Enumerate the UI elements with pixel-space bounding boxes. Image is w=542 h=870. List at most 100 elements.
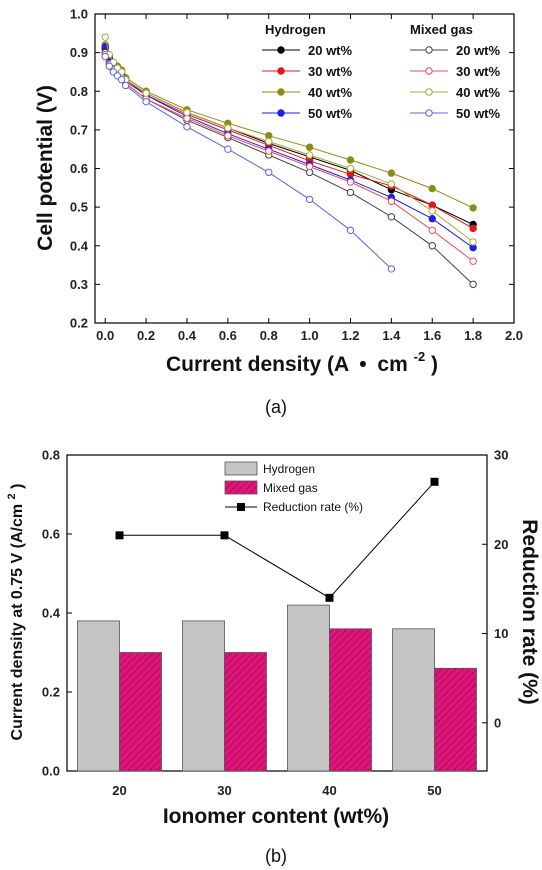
chart-a-data-point <box>121 81 130 90</box>
chart-b-reduction-point <box>115 531 124 540</box>
chart-a-data-point <box>428 207 436 215</box>
chart-a-data-point <box>117 75 126 84</box>
chart-a-x-tick-label: 0.4 <box>178 328 197 343</box>
chart-a-y-tick-label: 1.0 <box>70 7 88 22</box>
chart-b-x-tick-label: 50 <box>427 783 441 798</box>
chart-b-legend-swatch-hydrogen <box>224 461 258 476</box>
chart-a-data-point <box>142 89 150 97</box>
chart-b-y2-tick-label: 10 <box>494 626 508 641</box>
chart-a-x-axis-label-main: Current density (A <box>166 353 349 376</box>
chart-b-legend-label: Reduction rate (%) <box>263 500 363 514</box>
chart-a-legend-group-title: Hydrogen <box>265 22 326 37</box>
chart-a-y-tick-label: 0.3 <box>70 277 88 292</box>
chart-b-legend: Hydrogen Mixed gas Reduction rate (%) <box>224 461 363 514</box>
chart-a-legend-marker <box>425 109 433 117</box>
chart-b-y-tick-label: 0.4 <box>42 606 61 621</box>
chart-a-x-tick-label: 1.4 <box>382 328 401 343</box>
chart-a-series <box>101 33 477 289</box>
chart-a-data-point <box>428 242 436 250</box>
chart-a-legend-marker <box>425 46 433 54</box>
chart-a-data-point <box>469 280 477 289</box>
chart-b-bars <box>77 604 477 772</box>
chart-a-legend-label: 50 wt% <box>308 106 353 121</box>
chart-a-data-point <box>387 265 396 273</box>
chart-b-reduction-point <box>325 593 334 602</box>
chart-a-legend-label: 20 wt% <box>308 43 353 58</box>
chart-a-data-point <box>105 62 114 70</box>
chart-b-bar-hydrogen <box>77 620 120 772</box>
chart-a-legend-label: 30 wt% <box>456 64 501 79</box>
chart-b-reduction-line-path <box>119 481 435 599</box>
chart-b-bar-mixed-gas <box>119 652 162 772</box>
chart-a-panel-label: (a) <box>265 397 287 417</box>
chart-b-legend-label: Hydrogen <box>263 462 315 476</box>
chart-a-x-tick-label: 1.8 <box>464 328 482 343</box>
chart-b-y2-tick-label: 0 <box>494 715 501 730</box>
chart-a-data-point <box>101 33 109 41</box>
chart-b-y-tick-label: 0.2 <box>42 685 60 700</box>
chart-a-data-point <box>305 195 314 204</box>
chart-b-x-tick-label: 30 <box>217 783 231 798</box>
chart-a-data-point <box>469 224 477 233</box>
chart-a-y-tick-label: 0.7 <box>70 122 88 137</box>
chart-a-y-tick-label: 0.2 <box>70 316 88 331</box>
chart-b-y-axis-label-exp: 2 <box>6 493 18 499</box>
chart-b-reduction-point <box>430 477 439 486</box>
chart-b-y-axis-label-main: Current density at 0.75 V (A/cm <box>9 504 26 741</box>
chart-b-x-axis-label: Ionomer content (wt%) <box>163 805 389 828</box>
chart-a-data-point <box>387 169 396 177</box>
chart-a-y-tick-label: 0.5 <box>70 200 88 215</box>
chart-a-x-tick-label: 0.2 <box>137 328 155 343</box>
chart-a-x-tick-label: 2.0 <box>505 328 523 343</box>
chart-a-legend-marker <box>277 109 285 117</box>
chart-a-legend-marker <box>425 67 433 75</box>
chart-b-x-tick-label: 20 <box>112 783 126 798</box>
chart-a-legend-label: 20 wt% <box>456 43 501 58</box>
chart-a-data-point <box>469 257 477 265</box>
chart-a-data-point <box>428 215 436 223</box>
chart-a-series-line <box>104 52 474 285</box>
chart-a-data-point <box>101 52 109 61</box>
chart-a-data-point <box>469 238 477 246</box>
chart-a-legend-marker <box>277 46 285 54</box>
chart-a-x-axis-label-dot: • <box>359 353 366 376</box>
chart-b-y2-tick-label: 20 <box>494 537 508 552</box>
chart-a-data-point <box>305 143 314 151</box>
chart-b: 20 30 40 50 0.0 0.2 0.4 0.6 0.8 0 10 20 30 Hydrogen M… <box>6 448 541 867</box>
chart-b-bar-mixed-gas <box>224 652 267 772</box>
chart-b-y-tick-label: 0.0 <box>42 764 60 779</box>
chart-a-y-tick-label: 0.6 <box>70 161 88 176</box>
chart-a-data-point <box>346 164 355 173</box>
chart-a-y-axis-label: Cell potential (V) <box>34 85 57 251</box>
chart-a-data-point <box>305 162 314 171</box>
chart-a-data-point <box>428 184 436 193</box>
chart-a-x-tick-label: 1.0 <box>301 328 319 343</box>
chart-a-x-axis-label-unit: cm <box>377 353 407 376</box>
chart-a-data-point <box>346 178 355 186</box>
chart-a-legend-marker <box>425 88 433 96</box>
chart-a-legend-label: 40 wt% <box>308 85 353 100</box>
chart-a-data-point <box>142 97 150 106</box>
chart-b-panel-label: (b) <box>265 846 287 866</box>
chart-a-data-point <box>428 226 436 235</box>
chart-b-legend-label: Mixed gas <box>263 481 318 495</box>
chart-a-data-point <box>387 213 396 221</box>
chart-a-series-line <box>104 46 474 249</box>
chart-b-bar-mixed-gas <box>329 628 372 772</box>
chart-a-plot-frame <box>94 13 515 324</box>
chart-a-data-point <box>346 188 355 197</box>
chart-b-legend-marker <box>237 503 245 511</box>
chart-b-legend-swatch-mixed-gas <box>224 480 258 495</box>
chart-a-data-point <box>183 108 191 117</box>
chart-a-data-point <box>265 147 273 155</box>
chart-a-y-tick-label: 0.4 <box>70 238 89 253</box>
chart-a-data-point <box>346 226 355 235</box>
chart-a-x-tick-label: 1.2 <box>341 328 359 343</box>
chart-a-legend: Hydrogen Mixed gas 20 wt% 30 wt% 40 wt% 50 wt… <box>262 22 501 121</box>
chart-a-series-line <box>104 54 474 262</box>
chart-a-legend-marker <box>277 88 285 96</box>
chart-a-x-tick-label: 0.8 <box>260 328 278 343</box>
chart-b-bar-hydrogen <box>287 604 330 772</box>
chart-b-bar-mixed-gas <box>434 667 477 772</box>
chart-b-y-axis-label-close: ) <box>9 484 26 489</box>
